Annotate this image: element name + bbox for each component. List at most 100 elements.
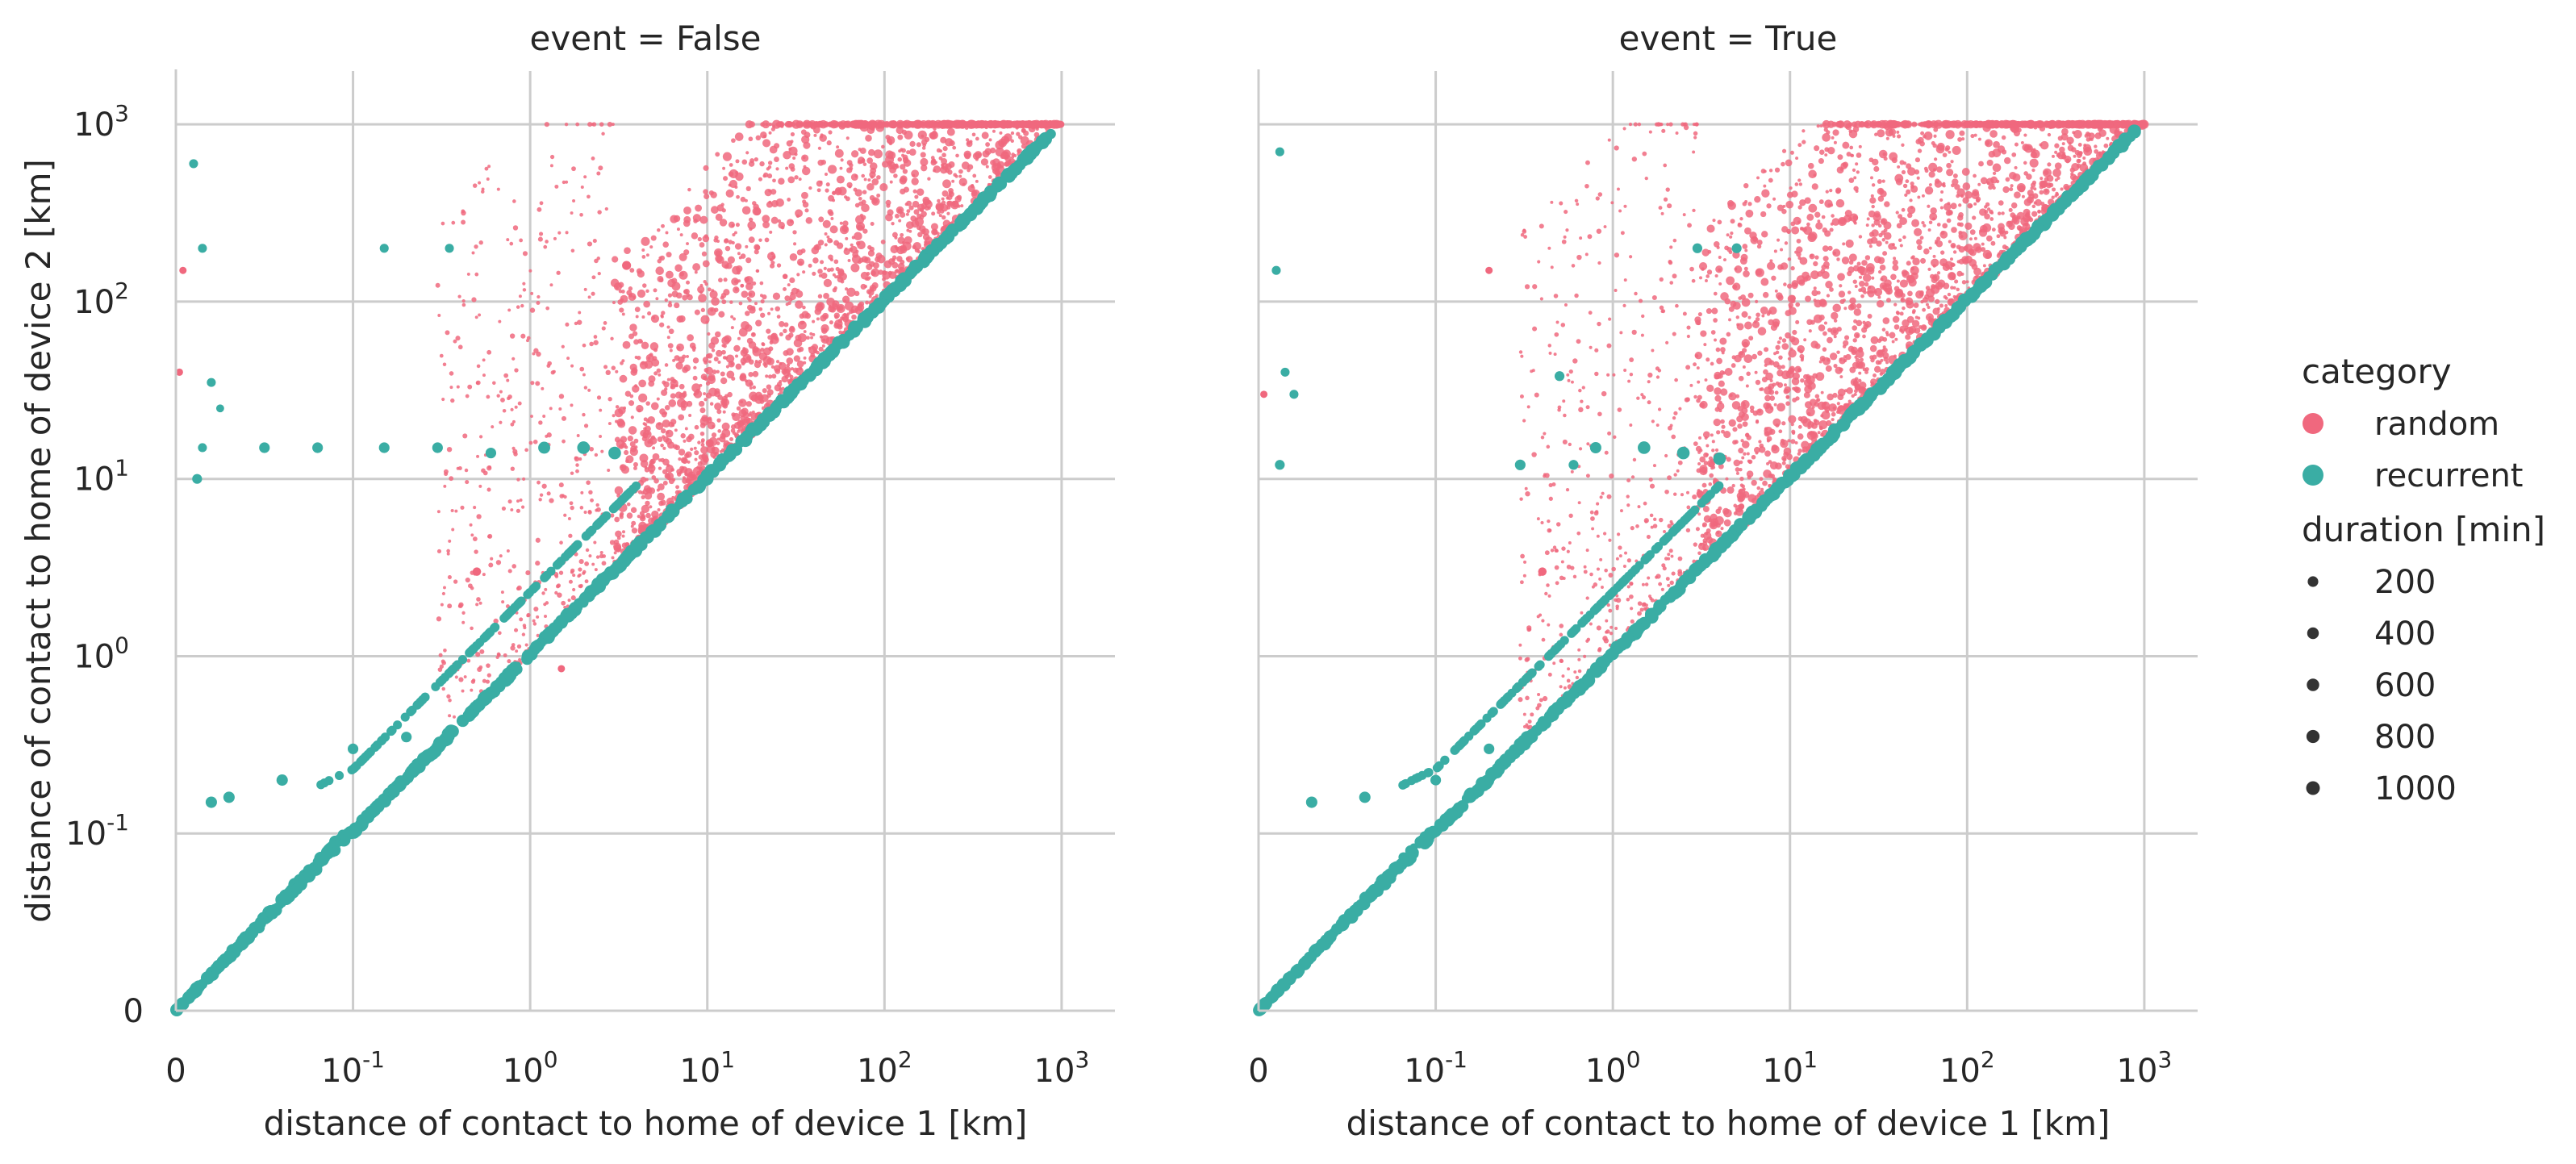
random-point [731, 240, 735, 245]
random-point [732, 265, 741, 275]
random-point [829, 267, 834, 272]
random-point [888, 141, 893, 146]
random-point [436, 510, 440, 514]
random-point [612, 256, 619, 263]
random-point [662, 480, 668, 486]
random-point [542, 415, 546, 418]
random-point [803, 356, 807, 360]
random-point [1845, 239, 1854, 248]
random-point [1885, 136, 1889, 140]
random-point [888, 258, 896, 265]
random-point [763, 347, 771, 356]
recurrent-point [445, 244, 454, 253]
random-point [960, 204, 964, 208]
random-point [721, 422, 730, 431]
random-point [674, 264, 683, 272]
random-point [651, 460, 655, 464]
random-point [871, 282, 879, 289]
random-point [516, 586, 520, 591]
random-point [766, 328, 771, 334]
random-point [612, 300, 616, 305]
random-point [823, 292, 829, 299]
random-point [692, 375, 698, 381]
random-point [724, 335, 732, 343]
random-point [775, 198, 784, 207]
random-point [787, 283, 791, 287]
random-point [829, 225, 838, 234]
random-point [913, 209, 920, 215]
random-point [894, 244, 898, 248]
random-point [575, 122, 580, 127]
random-point [456, 385, 460, 389]
random-point [700, 373, 708, 381]
random-point [763, 363, 768, 368]
recurrent-point [490, 680, 503, 693]
random-point [752, 385, 757, 390]
random-point [622, 261, 632, 270]
random-point [690, 447, 694, 452]
random-point [687, 294, 693, 301]
random-point [840, 158, 844, 162]
random-point [879, 182, 888, 192]
random-point [487, 533, 493, 539]
recurrent-point [428, 745, 441, 758]
random-point [798, 177, 802, 181]
random-point [686, 354, 689, 358]
recurrent-point [205, 796, 217, 808]
random-point [583, 175, 587, 179]
random-point [614, 486, 624, 495]
random-point [1832, 303, 1841, 313]
random-point [449, 476, 454, 482]
recurrent-point [432, 442, 443, 453]
random-point [875, 294, 879, 298]
random-point [661, 389, 668, 396]
random-point [793, 242, 797, 246]
random-point [536, 294, 541, 299]
random-point [927, 240, 932, 244]
random-point [803, 165, 807, 169]
random-point [644, 491, 653, 500]
recurrent-point [510, 603, 520, 612]
random-point [1992, 171, 1997, 176]
random-point [461, 611, 466, 615]
random-point [726, 370, 735, 379]
random-point [716, 240, 720, 243]
recurrent-point [670, 507, 678, 515]
recurrent-point [463, 712, 473, 722]
random-point [1833, 140, 1837, 144]
random-point [446, 694, 451, 699]
random-point [591, 291, 595, 296]
random-point [1016, 131, 1021, 136]
random-point [630, 415, 634, 419]
recurrent-point [437, 675, 447, 685]
random-point [787, 198, 791, 202]
random-point [466, 658, 471, 663]
random-point [909, 140, 916, 148]
random-point [652, 453, 660, 461]
random-point [1014, 122, 1019, 127]
recurrent-point [553, 559, 564, 569]
random-point [660, 457, 665, 463]
random-point [488, 562, 494, 568]
random-point [549, 498, 554, 503]
random-point [816, 317, 820, 321]
random-point [900, 164, 906, 170]
random-point [762, 120, 770, 129]
random-point [1899, 244, 1903, 248]
random-point [694, 424, 699, 430]
random-point [1877, 129, 1885, 138]
random-point [844, 247, 848, 251]
random-point [975, 157, 979, 161]
random-point [453, 715, 456, 719]
random-point [735, 354, 739, 358]
random-point [678, 448, 686, 456]
recurrent-point [254, 920, 265, 931]
random-point [858, 196, 862, 201]
recurrent-point [995, 177, 1008, 190]
random-point [514, 368, 519, 373]
random-point [748, 161, 755, 167]
random-point [528, 440, 533, 445]
random-point [710, 336, 720, 345]
random-point [2031, 168, 2035, 173]
y-tick-label: 10-1 [65, 809, 129, 853]
